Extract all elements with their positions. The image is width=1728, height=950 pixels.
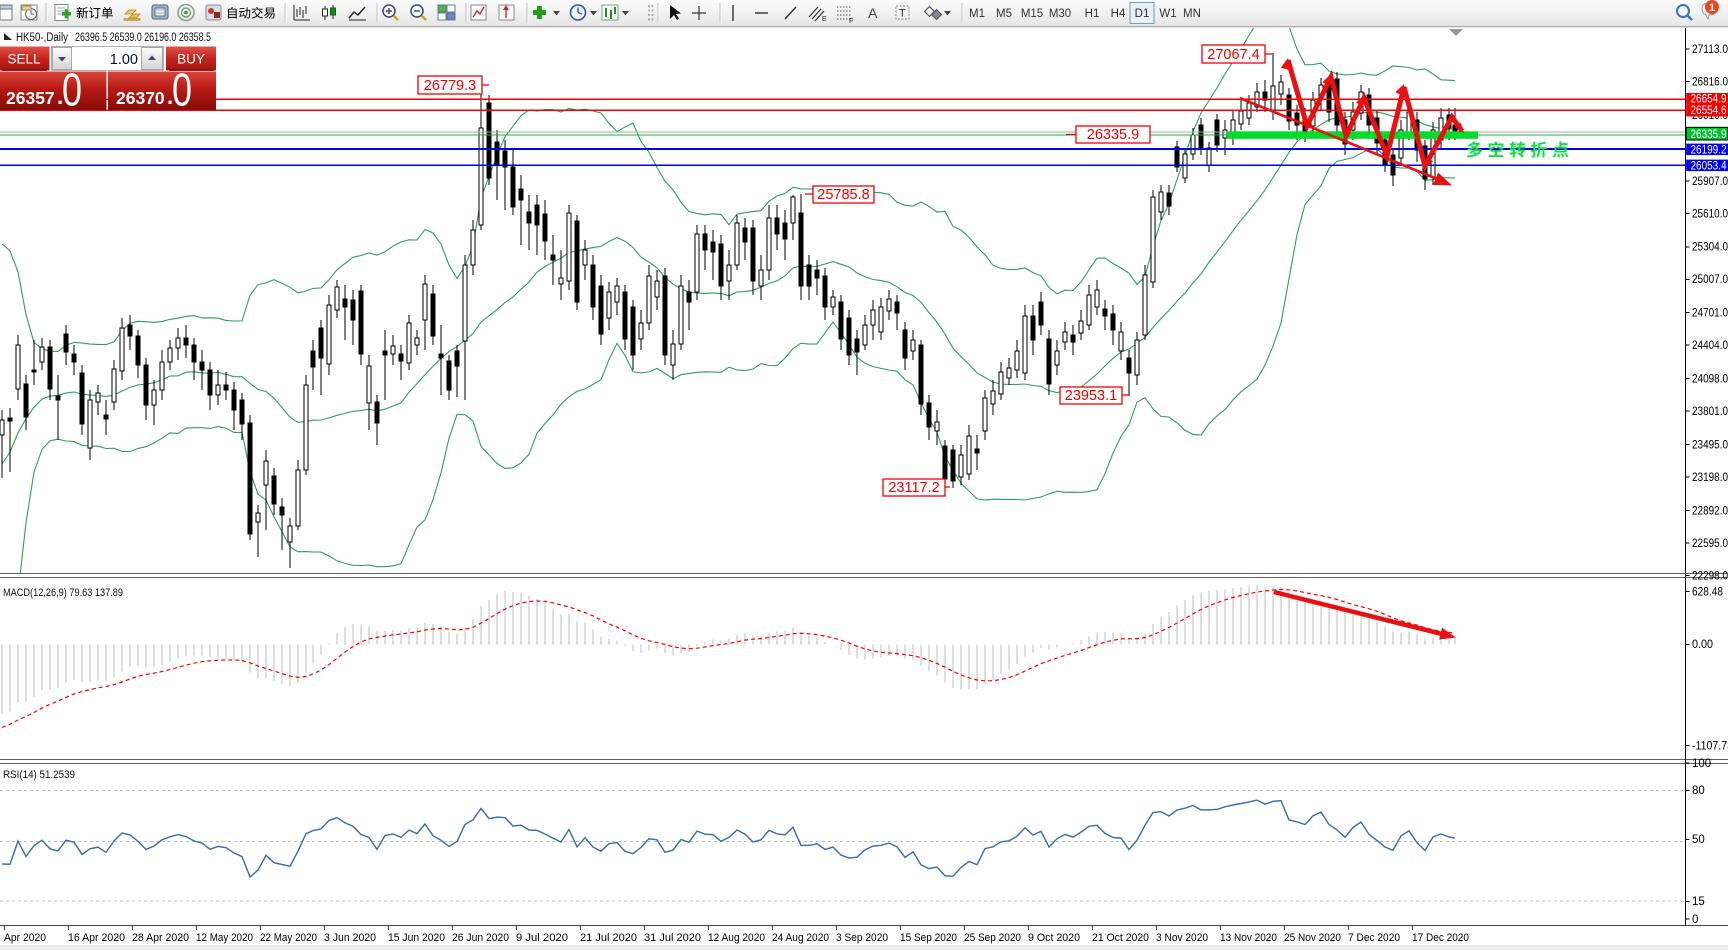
svg-text:.: . xyxy=(57,84,63,109)
svg-text:15: 15 xyxy=(1692,896,1705,908)
svg-text:31 Jul 2020: 31 Jul 2020 xyxy=(644,932,701,944)
svg-text:27113.0: 27113.0 xyxy=(1692,44,1728,56)
svg-text:0: 0 xyxy=(62,64,82,116)
svg-text:26 Jun 2020: 26 Jun 2020 xyxy=(452,932,509,944)
svg-text:H4: H4 xyxy=(1111,8,1126,20)
svg-text:0.00: 0.00 xyxy=(1692,639,1713,651)
svg-text:3 Jun 2020: 3 Jun 2020 xyxy=(324,932,376,944)
svg-text:21 Jul 2020: 21 Jul 2020 xyxy=(580,932,637,944)
svg-text:50: 50 xyxy=(1692,834,1705,846)
svg-text:HK50-,Daily: HK50-,Daily xyxy=(16,32,68,44)
svg-text:16 Apr 2020: 16 Apr 2020 xyxy=(68,932,125,944)
svg-text:3 Sep 2020: 3 Sep 2020 xyxy=(836,932,888,944)
svg-text:22298.0: 22298.0 xyxy=(1692,570,1728,582)
svg-text:100: 100 xyxy=(1692,758,1711,770)
svg-text:26554.6: 26554.6 xyxy=(1691,105,1727,117)
svg-text:E: E xyxy=(822,16,827,23)
svg-text:26396.5 26539.0 26196.0 26358.: 26396.5 26539.0 26196.0 26358.5 xyxy=(75,32,211,44)
svg-text:22892.0: 22892.0 xyxy=(1692,505,1728,517)
svg-text:26370: 26370 xyxy=(116,88,165,108)
svg-text:26199.2: 26199.2 xyxy=(1691,144,1727,156)
svg-text:23495.0: 23495.0 xyxy=(1692,439,1728,451)
svg-text:25 Sep 2020: 25 Sep 2020 xyxy=(964,932,1021,944)
svg-text:26335.9: 26335.9 xyxy=(1691,129,1727,141)
svg-text:W1: W1 xyxy=(1159,8,1176,20)
svg-text:SELL: SELL xyxy=(7,52,41,67)
svg-text:25907.0: 25907.0 xyxy=(1692,176,1728,188)
svg-text:628.48: 628.48 xyxy=(1692,587,1723,599)
svg-text:25007.0: 25007.0 xyxy=(1692,274,1728,286)
svg-text:15 Jun 2020: 15 Jun 2020 xyxy=(388,932,445,944)
svg-text:26335.9: 26335.9 xyxy=(1087,127,1139,143)
svg-text:7 Dec 2020: 7 Dec 2020 xyxy=(1348,932,1400,944)
svg-text:24701.0: 24701.0 xyxy=(1692,308,1728,320)
svg-text:22595.0: 22595.0 xyxy=(1692,538,1728,550)
svg-text:.: . xyxy=(167,84,173,109)
svg-text:M5: M5 xyxy=(996,8,1012,20)
svg-text:23801.0: 23801.0 xyxy=(1692,406,1728,418)
svg-text:27067.4: 27067.4 xyxy=(1207,47,1259,63)
svg-text:T: T xyxy=(899,8,906,20)
svg-text:25304.0: 25304.0 xyxy=(1692,242,1728,254)
svg-text:0: 0 xyxy=(1692,914,1698,926)
svg-text:1.00: 1.00 xyxy=(110,52,138,68)
svg-text:22 May 2020: 22 May 2020 xyxy=(260,932,317,944)
svg-text:9 Oct 2020: 9 Oct 2020 xyxy=(1028,932,1080,944)
svg-text:12 Aug 2020: 12 Aug 2020 xyxy=(708,932,765,944)
svg-text:23117.2: 23117.2 xyxy=(888,480,939,496)
svg-text:25 Nov 2020: 25 Nov 2020 xyxy=(1284,932,1341,944)
svg-text:26779.3: 26779.3 xyxy=(424,78,476,94)
svg-text:24 Aug 2020: 24 Aug 2020 xyxy=(772,932,829,944)
svg-text:MN: MN xyxy=(1183,8,1201,20)
svg-text:21 Oct 2020: 21 Oct 2020 xyxy=(1092,932,1149,944)
svg-text:9 Jul 2020: 9 Jul 2020 xyxy=(516,932,568,944)
svg-text:24404.0: 24404.0 xyxy=(1692,340,1728,352)
svg-text:M15: M15 xyxy=(1021,8,1043,20)
svg-text:17 Dec 2020: 17 Dec 2020 xyxy=(1412,932,1469,944)
svg-text:26053.4: 26053.4 xyxy=(1691,160,1728,172)
svg-text:A: A xyxy=(868,5,878,21)
svg-text:D1: D1 xyxy=(1135,8,1150,20)
svg-text:80: 80 xyxy=(1692,785,1705,797)
svg-text:12 May 2020: 12 May 2020 xyxy=(196,932,253,944)
svg-text:28 Apr 2020: 28 Apr 2020 xyxy=(132,932,189,944)
svg-text:26357: 26357 xyxy=(6,88,55,108)
svg-text:M1: M1 xyxy=(969,8,985,20)
svg-text:23198.0: 23198.0 xyxy=(1692,472,1728,484)
svg-text:-1107.73: -1107.73 xyxy=(1692,740,1728,752)
svg-text:F: F xyxy=(849,18,853,25)
svg-text:26654.9: 26654.9 xyxy=(1691,94,1727,106)
svg-text:H1: H1 xyxy=(1085,8,1100,20)
svg-text:1: 1 xyxy=(1709,2,1715,14)
svg-text:MACD(12,26,9) 79.63 137.89: MACD(12,26,9) 79.63 137.89 xyxy=(3,587,123,599)
svg-text:RSI(14) 51.2539: RSI(14) 51.2539 xyxy=(3,769,75,781)
svg-text:26816.0: 26816.0 xyxy=(1692,76,1728,88)
svg-text:13 Nov 2020: 13 Nov 2020 xyxy=(1220,932,1277,944)
svg-text:25785.8: 25785.8 xyxy=(817,187,869,203)
svg-text:3 Nov 2020: 3 Nov 2020 xyxy=(1156,932,1208,944)
svg-text:BUY: BUY xyxy=(177,52,205,67)
svg-text:M30: M30 xyxy=(1049,8,1071,20)
svg-text:24098.0: 24098.0 xyxy=(1692,374,1728,386)
svg-text:25610.0: 25610.0 xyxy=(1692,208,1728,220)
svg-text:15 Sep 2020: 15 Sep 2020 xyxy=(900,932,957,944)
svg-text:0: 0 xyxy=(172,64,192,116)
svg-text:Apr 2020: Apr 2020 xyxy=(4,932,46,944)
svg-text:23953.1: 23953.1 xyxy=(1065,388,1117,404)
